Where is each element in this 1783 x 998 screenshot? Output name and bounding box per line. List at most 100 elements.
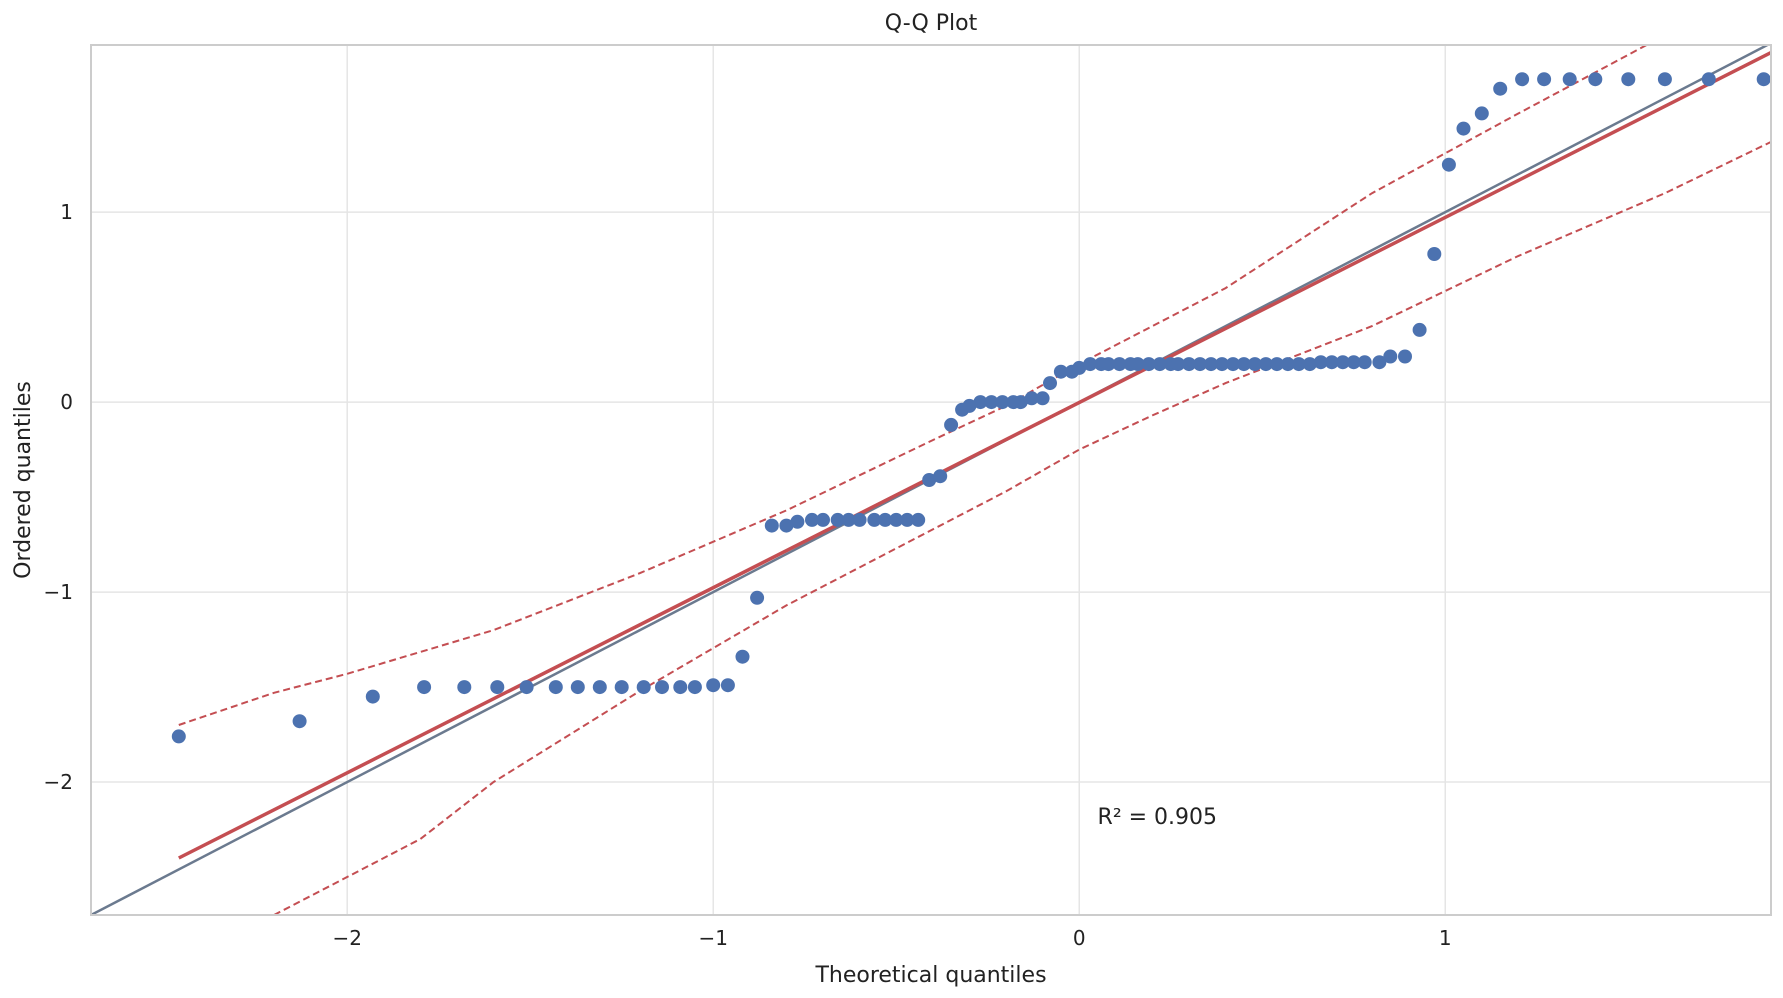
data-point — [962, 398, 977, 413]
data-point — [1291, 357, 1306, 372]
data-point — [490, 680, 505, 695]
data-point — [457, 680, 472, 695]
data-point — [687, 680, 702, 695]
data-point — [720, 678, 735, 693]
data-point — [636, 680, 651, 695]
data-point — [1101, 357, 1116, 372]
data-point — [1258, 357, 1273, 372]
data-point — [570, 680, 585, 695]
data-point — [1112, 357, 1127, 372]
data-point — [1013, 395, 1028, 410]
r-squared-annotation: R² = 0.905 — [1098, 805, 1218, 830]
data-point — [706, 678, 721, 693]
data-point — [1456, 121, 1471, 136]
data-point — [1346, 355, 1361, 370]
data-point — [1313, 355, 1328, 370]
data-point — [735, 649, 750, 664]
data-point — [519, 680, 534, 695]
data-point — [1269, 357, 1284, 372]
data-point — [944, 417, 959, 432]
data-point — [1427, 247, 1442, 261]
data-point — [764, 518, 779, 533]
data-point — [973, 395, 988, 410]
data-point — [889, 512, 904, 527]
data-point — [1053, 364, 1068, 379]
data-point — [1756, 72, 1771, 87]
data-point — [614, 680, 629, 695]
data-point — [1043, 376, 1057, 391]
x-tick-label: −1 — [698, 926, 727, 950]
data-point — [1280, 357, 1295, 372]
data-point — [292, 714, 307, 729]
data-point — [852, 512, 867, 527]
y-tick-label: 1 — [60, 200, 73, 224]
y-tick-labels: −2 −1 0 1 — [44, 200, 73, 794]
data-point — [805, 512, 819, 527]
fit-line — [178, 51, 1771, 860]
data-point — [867, 512, 882, 527]
data-point — [1441, 157, 1456, 172]
data-point — [1515, 72, 1530, 87]
data-point — [1193, 357, 1207, 372]
data-point — [995, 395, 1010, 410]
data-point — [1141, 357, 1156, 372]
data-point — [1204, 357, 1218, 372]
fit-line-path — [178, 51, 1771, 860]
data-point — [779, 518, 794, 533]
data-points — [171, 72, 1771, 744]
data-point — [1562, 72, 1577, 87]
y-tick-label: −2 — [44, 770, 73, 794]
x-axis-title: Theoretical quantiles — [814, 963, 1046, 988]
data-point — [1537, 72, 1552, 87]
data-point — [1024, 391, 1039, 406]
data-point — [1493, 81, 1508, 96]
grid-lines — [91, 45, 1771, 915]
y-tick-label: −1 — [44, 580, 73, 604]
data-point — [1357, 355, 1372, 370]
data-point — [1083, 357, 1098, 372]
data-point — [1621, 72, 1636, 87]
data-point — [1383, 349, 1398, 364]
data-point — [984, 395, 999, 410]
data-point — [1335, 355, 1350, 370]
data-point — [673, 680, 688, 695]
data-point — [1588, 72, 1603, 87]
data-point — [841, 512, 856, 527]
data-point — [592, 680, 607, 695]
data-point — [1152, 357, 1167, 372]
data-point — [830, 512, 845, 527]
data-point — [1398, 349, 1412, 364]
data-point — [900, 512, 915, 527]
x-tick-label: −2 — [332, 926, 361, 950]
x-tick-labels: −2 −1 0 1 — [332, 926, 1451, 950]
data-point — [933, 469, 948, 484]
data-point — [1412, 322, 1427, 337]
confidence-band-lower — [273, 140, 1771, 915]
data-point — [1130, 357, 1145, 372]
y-axis-title: Ordered quantiles — [11, 381, 36, 579]
data-point — [878, 512, 893, 527]
data-point — [171, 729, 186, 744]
data-point — [655, 680, 669, 695]
y-tick-label: 0 — [60, 390, 73, 414]
data-point — [365, 689, 380, 704]
data-point — [548, 680, 563, 695]
data-point — [1302, 357, 1317, 372]
data-point — [1324, 355, 1339, 370]
data-point — [1474, 106, 1489, 121]
data-point — [1372, 355, 1387, 370]
data-point — [1226, 357, 1240, 372]
data-point — [417, 680, 432, 695]
data-point — [816, 512, 830, 527]
x-tick-label: 1 — [1439, 926, 1452, 950]
chart-title: Q-Q Plot — [885, 11, 978, 36]
data-point — [1215, 357, 1229, 372]
confidence-band — [178, 45, 1771, 915]
data-point — [1701, 72, 1716, 87]
data-point — [1182, 357, 1196, 372]
data-point — [1657, 72, 1672, 87]
data-point — [1236, 357, 1251, 372]
data-point — [790, 514, 805, 529]
data-point — [1247, 357, 1262, 372]
